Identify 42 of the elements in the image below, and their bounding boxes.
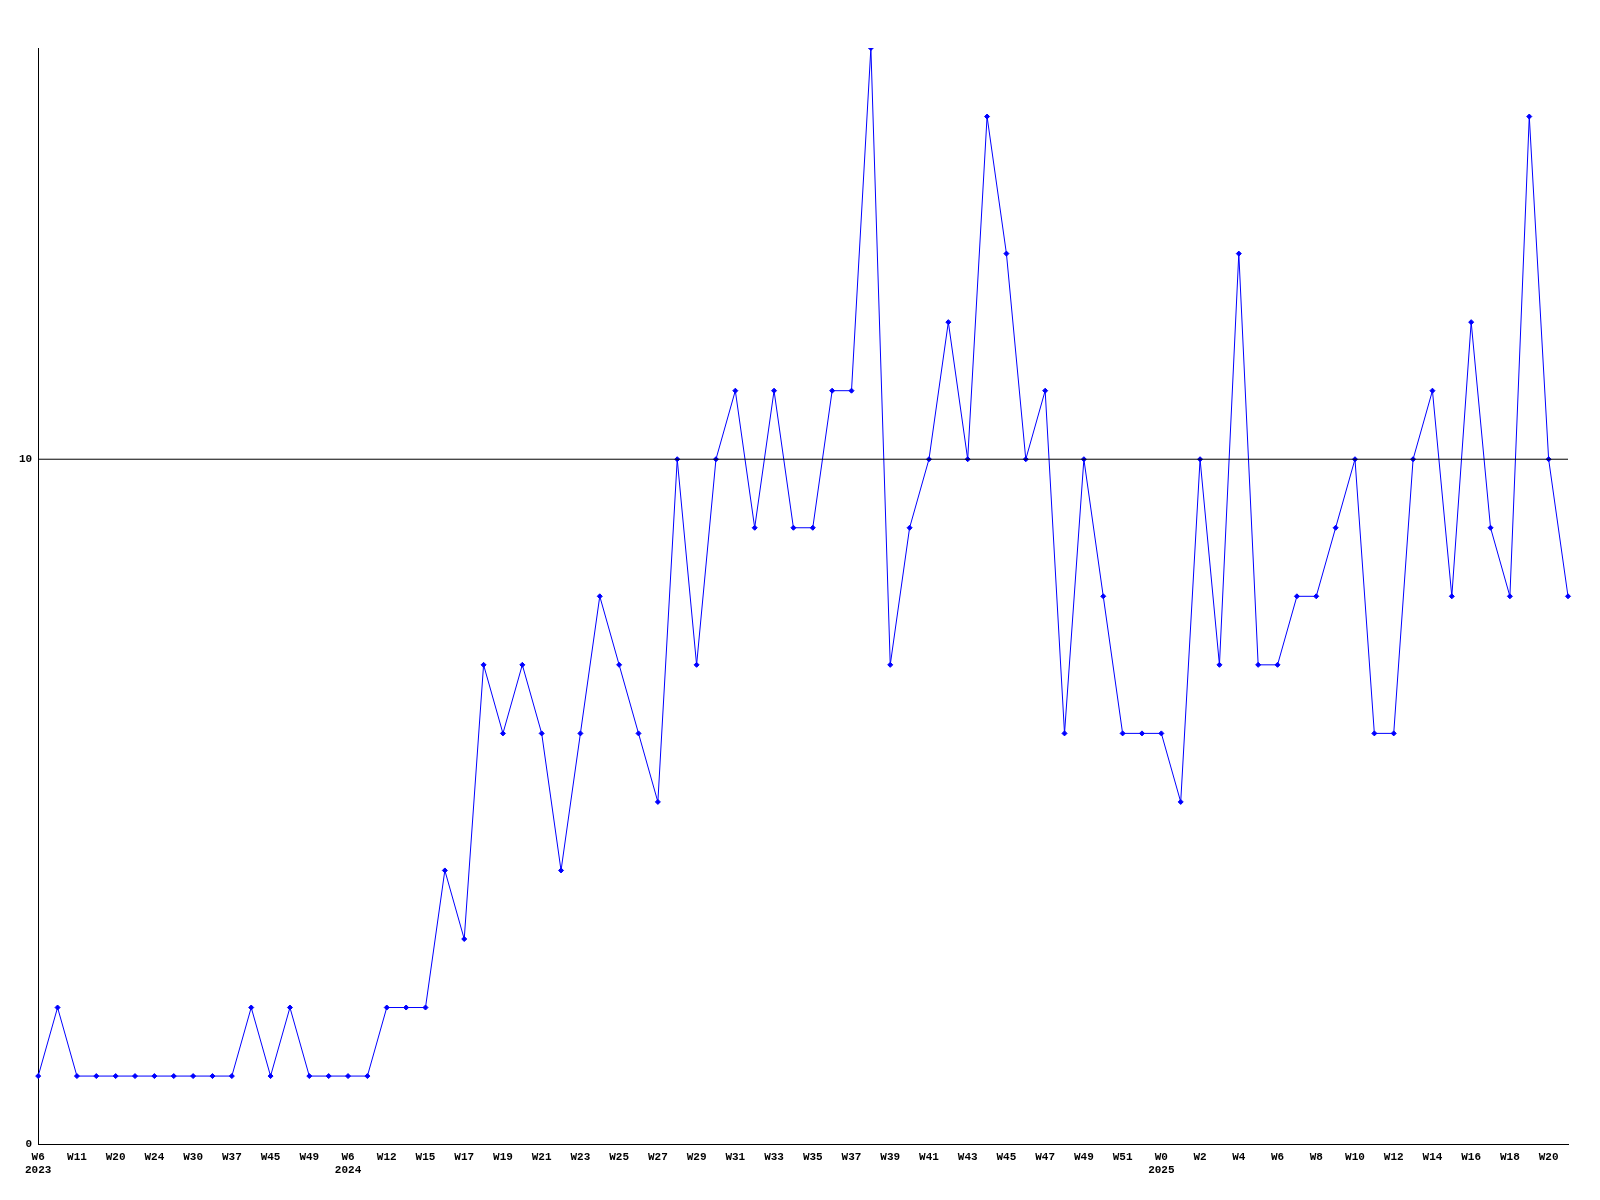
- x-tick-label: W33: [764, 1150, 785, 1163]
- x-tick-label: W25: [609, 1150, 630, 1163]
- x-tick-label: W16: [1461, 1150, 1482, 1163]
- x-tick-label: W18: [1500, 1150, 1521, 1163]
- x-tick-label: W21: [531, 1150, 552, 1163]
- x-tick-label: W30: [183, 1150, 204, 1163]
- x-tick-label: W8: [1309, 1150, 1324, 1163]
- x-tick-label: W0 2025: [1148, 1150, 1175, 1177]
- x-tick-label: W17: [454, 1150, 475, 1163]
- x-tick-label: W41: [919, 1150, 940, 1163]
- x-tick-label: W12: [1383, 1150, 1404, 1163]
- x-tick-label: W37: [221, 1150, 242, 1163]
- x-tick-label: W23: [570, 1150, 591, 1163]
- x-tick-label: W6 2023: [25, 1150, 52, 1177]
- x-tick-label: W24: [144, 1150, 165, 1163]
- x-tick-label: W20: [105, 1150, 126, 1163]
- x-tick-label: W39: [880, 1150, 901, 1163]
- x-tick-label: W19: [493, 1150, 513, 1163]
- x-tick-label: W35: [802, 1150, 824, 1163]
- x-tick-label: W20: [1538, 1150, 1559, 1163]
- x-tick-label: W10: [1345, 1150, 1365, 1163]
- y-tick-label: 10: [19, 452, 33, 465]
- x-tick-label: W31: [725, 1150, 746, 1163]
- x-tick-label: W2: [1193, 1150, 1207, 1163]
- x-tick-label: W11: [67, 1150, 88, 1163]
- x-tick-label: W27: [647, 1150, 668, 1163]
- x-tick-label: W29: [686, 1150, 707, 1163]
- x-tick-label: W49: [1073, 1150, 1094, 1163]
- x-tick-label: W6: [1270, 1150, 1285, 1163]
- x-tick-label: W45: [260, 1150, 281, 1163]
- x-tick-label: W51: [1112, 1150, 1133, 1163]
- x-tick-label: W12: [376, 1150, 397, 1163]
- x-tick-label: W4: [1232, 1150, 1246, 1163]
- x-tick-label: W15: [415, 1150, 436, 1163]
- x-tick-label: W45: [996, 1150, 1017, 1163]
- x-tick-label: W49: [299, 1150, 320, 1163]
- x-tick-label: W6 2024: [334, 1150, 362, 1177]
- x-tick-label: W47: [1035, 1150, 1056, 1163]
- x-tick-label: W14: [1422, 1150, 1443, 1163]
- y-tick-label: 0: [25, 1138, 33, 1151]
- x-tick-label: W37: [841, 1150, 862, 1163]
- x-tick-label: W43: [957, 1150, 978, 1163]
